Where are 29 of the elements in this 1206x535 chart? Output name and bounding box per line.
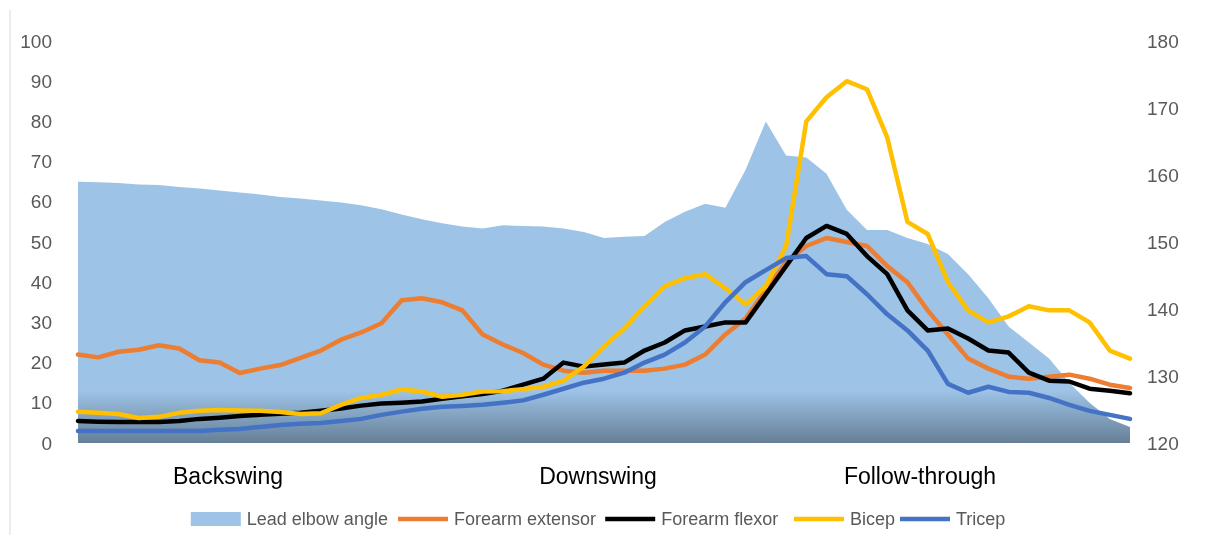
legend-label: Forearm extensor	[454, 509, 597, 530]
y2-tick-label: 140	[1147, 298, 1179, 320]
y2-tick-label: 170	[1147, 97, 1179, 119]
y2-tick-label: 150	[1147, 231, 1179, 253]
y-tick-label: 100	[20, 30, 52, 52]
y2-tick-label: 160	[1147, 164, 1179, 186]
y-tick-label: 70	[30, 151, 52, 173]
text: Downswing	[539, 463, 657, 489]
y-tick-label: 10	[30, 392, 52, 414]
legend-label: Bicep	[850, 509, 896, 530]
y-tick-label: 80	[30, 111, 52, 133]
legend-label: Forearm flexor	[661, 509, 779, 530]
y2-tick-label: 130	[1147, 365, 1179, 387]
y-tick-label: 0	[41, 432, 52, 454]
y2-tick-label: 180	[1147, 30, 1179, 52]
line-series	[75, 235, 1133, 391]
y-tick-label: 90	[30, 70, 52, 92]
y2-tick-label: 120	[1147, 432, 1179, 454]
text: Follow-through	[843, 463, 997, 489]
y-tick-label: 60	[30, 191, 52, 213]
legend-label: Tricep	[956, 509, 1006, 530]
line-series	[75, 78, 1133, 421]
y-tick-label: 40	[30, 271, 52, 293]
y-tick-label: 20	[30, 352, 52, 374]
y-tick-label: 50	[30, 231, 52, 253]
legend-label: Lead elbow angle	[246, 509, 388, 530]
line-series	[75, 253, 1133, 434]
text: Backswing	[173, 463, 283, 489]
y-tick-label: 30	[30, 312, 52, 334]
